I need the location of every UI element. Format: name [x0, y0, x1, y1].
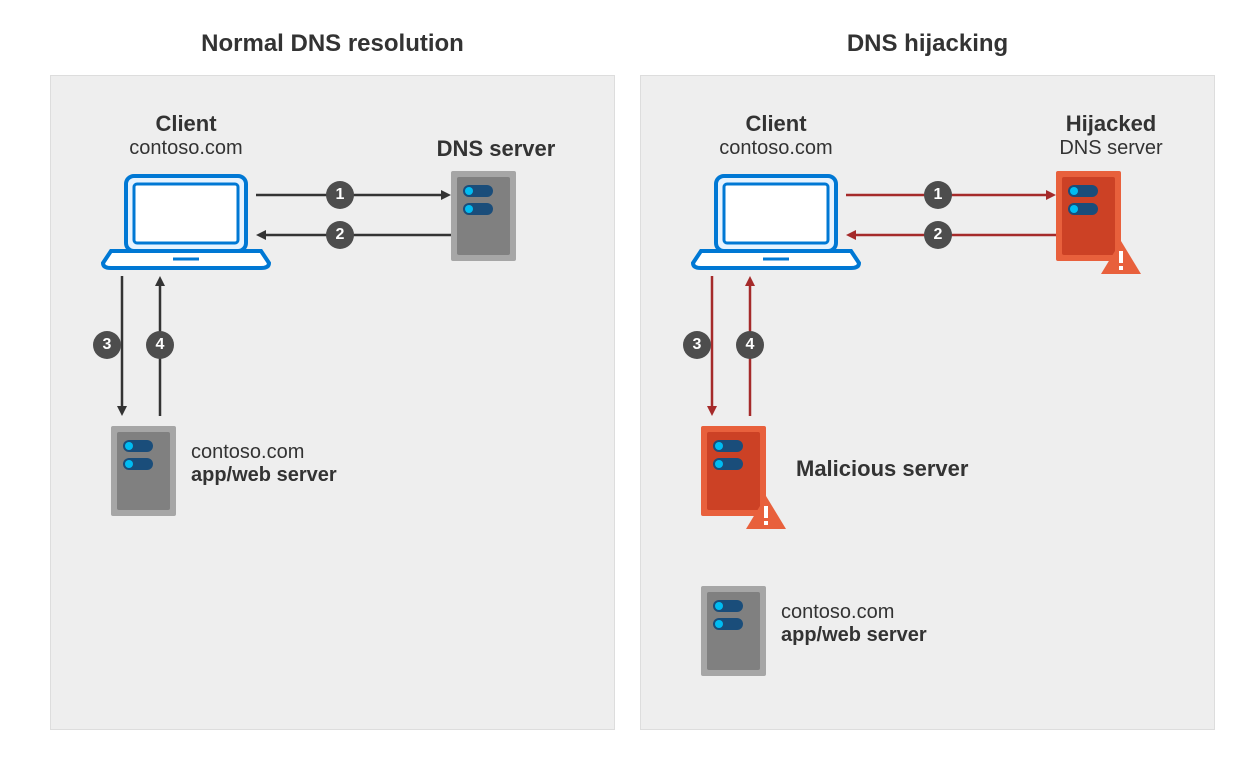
right-panel-title: DNS hijacking [640, 30, 1215, 58]
laptop-icon [101, 171, 271, 271]
dns-server-icon-left [451, 171, 516, 261]
client-subtitle-right: contoso.com [696, 137, 856, 160]
dns-title-right: Hijacked [1036, 111, 1186, 137]
web-line1-left: contoso.com [191, 441, 337, 464]
web-server-icon-left [111, 426, 176, 516]
client-label-group-right: Client contoso.com [696, 111, 856, 160]
client-title-left: Client [106, 111, 266, 137]
client-label-group-left: Client contoso.com [106, 111, 266, 160]
dns-label-left: DNS server [421, 136, 571, 162]
laptop-icon-right [691, 171, 861, 271]
dns-title-left: DNS server [421, 136, 571, 162]
web-line2-right: app/web server [781, 624, 927, 647]
step-1-left: 1 [326, 181, 354, 209]
dns-subtitle-right: DNS server [1036, 137, 1186, 160]
real-web-server-icon-right [701, 586, 766, 676]
hijacked-dns-server-icon [1056, 171, 1141, 276]
step-4-right: 4 [736, 331, 764, 359]
malicious-server-icon [701, 426, 786, 531]
left-panel: Client contoso.com DNS server 1 2 3 [50, 75, 615, 730]
step-2-left: 2 [326, 221, 354, 249]
step-4-left: 4 [146, 331, 174, 359]
web-label-right: contoso.com app/web server [781, 601, 927, 647]
step-1-right: 1 [924, 181, 952, 209]
right-panel: Client contoso.com Hijacked DNS server 1… [640, 75, 1215, 730]
client-subtitle-left: contoso.com [106, 137, 266, 160]
web-line1-right: contoso.com [781, 601, 927, 624]
malicious-label: Malicious server [796, 456, 968, 482]
client-title-right: Client [696, 111, 856, 137]
web-line2-left: app/web server [191, 464, 337, 487]
step-3-left: 3 [93, 331, 121, 359]
web-label-left: contoso.com app/web server [191, 441, 337, 487]
step-3-right: 3 [683, 331, 711, 359]
left-panel-title: Normal DNS resolution [50, 30, 615, 58]
step-2-right: 2 [924, 221, 952, 249]
malicious-title: Malicious server [796, 456, 968, 482]
dns-label-right: Hijacked DNS server [1036, 111, 1186, 160]
